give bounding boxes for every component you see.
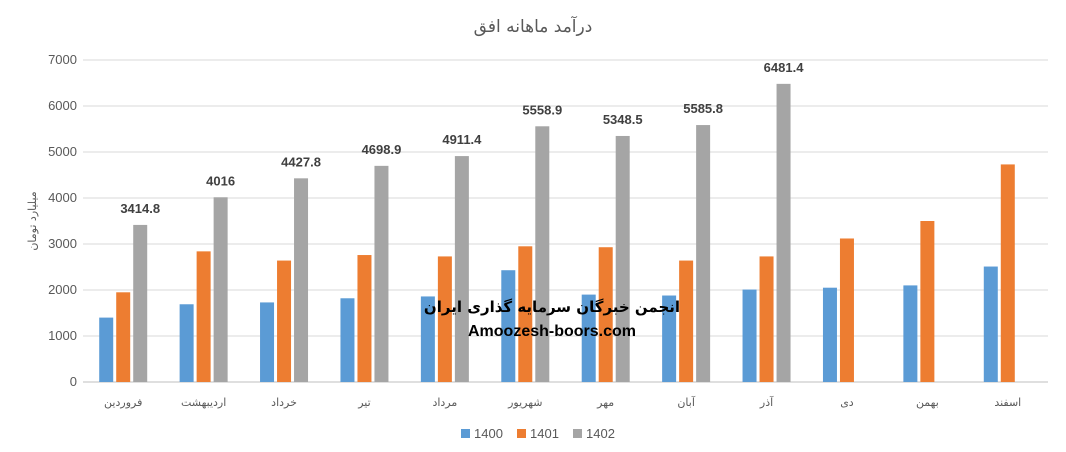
bar-1401 — [759, 256, 774, 382]
bar-1400 — [420, 296, 435, 382]
bar-1400 — [99, 317, 114, 382]
data-label: 5585.8 — [683, 101, 723, 116]
bar-1401 — [839, 238, 854, 382]
y-axis-ticks: 0 1000 2000 3000 4000 5000 6000 7000 — [48, 52, 77, 389]
bar-1401 — [437, 256, 452, 382]
watermark-line1: انجمن خبرگان سرمایه گذاری ایران — [424, 298, 680, 316]
bar-1401 — [920, 221, 935, 382]
bar-1402 — [213, 197, 228, 382]
bar-1401 — [518, 246, 533, 382]
data-label: 4016 — [206, 173, 235, 188]
bars — [99, 83, 1015, 383]
x-tick-label: فروردین — [104, 396, 142, 409]
bar-1401 — [357, 255, 372, 382]
data-label: 4427.8 — [281, 154, 321, 169]
legend-swatch — [517, 429, 526, 438]
x-tick-label: خرداد — [271, 396, 297, 409]
bar-1402 — [133, 224, 148, 382]
data-label: 4911.4 — [442, 132, 482, 147]
y-axis-label: میلیارد تومان — [26, 191, 39, 250]
watermark: انجمن خبرگان سرمایه گذاری ایران Amoozesh… — [424, 298, 680, 340]
x-axis-labels: فروردین اردیبهشت خرداد تیر مرداد شهریور مهر آبا… — [104, 395, 1021, 409]
legend: 1400 1401 1402 — [461, 426, 615, 441]
watermark-line2: Amoozesh-boors.com — [468, 323, 636, 340]
bar-1400 — [340, 298, 355, 382]
x-tick-label: آذر — [759, 395, 774, 409]
data-label: 6481.4 — [764, 60, 805, 75]
data-label: 4698.9 — [362, 142, 402, 157]
legend-label: 1400 — [474, 426, 503, 441]
data-label: 5348.5 — [603, 112, 643, 127]
chart-title: درآمد ماهانه افق — [474, 15, 593, 37]
y-tick-label: 7000 — [48, 52, 77, 67]
x-tick-label: دی — [840, 396, 854, 409]
bar-1402 — [696, 125, 711, 383]
legend-swatch — [573, 429, 582, 438]
bar-1401 — [598, 247, 613, 382]
y-tick-label: 4000 — [48, 190, 77, 205]
bar-1402 — [776, 83, 791, 383]
bar-1400 — [260, 302, 275, 382]
x-tick-label: تیر — [357, 396, 370, 409]
bar-1400 — [903, 285, 918, 382]
bar-1402 — [294, 178, 309, 382]
y-tick-label: 6000 — [48, 98, 77, 113]
y-tick-label: 1000 — [48, 328, 77, 343]
bar-1400 — [581, 294, 596, 382]
bar-1401 — [196, 251, 211, 382]
data-label: 5558.9 — [522, 102, 562, 117]
data-labels: 3414.8 4016 4427.8 4698.9 4911.4 5558.9 5348.5… — [120, 60, 804, 216]
bar-1400 — [179, 304, 194, 382]
bar-1402 — [615, 135, 630, 382]
x-tick-label: بهمن — [916, 396, 939, 409]
y-tick-label: 3000 — [48, 236, 77, 251]
bar-1400 — [742, 289, 757, 382]
bar-1402 — [454, 156, 469, 382]
x-tick-label: اسفند — [994, 396, 1021, 409]
x-tick-label: مرداد — [432, 396, 457, 409]
bar-1401 — [679, 260, 694, 382]
bar-1402 — [535, 126, 550, 382]
y-tick-label: 2000 — [48, 282, 77, 297]
data-label: 3414.8 — [120, 201, 160, 216]
bar-1401 — [277, 260, 292, 382]
legend-swatch — [461, 429, 470, 438]
bar-1400 — [662, 295, 677, 382]
legend-label: 1401 — [530, 426, 559, 441]
bar-1400 — [822, 287, 837, 382]
bar-1400 — [983, 266, 998, 382]
x-tick-label: اردیبهشت — [181, 396, 226, 409]
x-tick-label: آبان — [677, 395, 695, 409]
y-tick-label: 0 — [70, 374, 77, 389]
bar-1400 — [501, 270, 516, 382]
bar-1402 — [374, 165, 389, 382]
bar-1401 — [116, 292, 131, 382]
bar-1401 — [1000, 164, 1015, 382]
x-tick-label: مهر — [596, 396, 614, 409]
gridlines — [83, 59, 1048, 383]
y-tick-label: 5000 — [48, 144, 77, 159]
x-tick-label: شهریور — [507, 396, 542, 409]
legend-label: 1402 — [586, 426, 615, 441]
